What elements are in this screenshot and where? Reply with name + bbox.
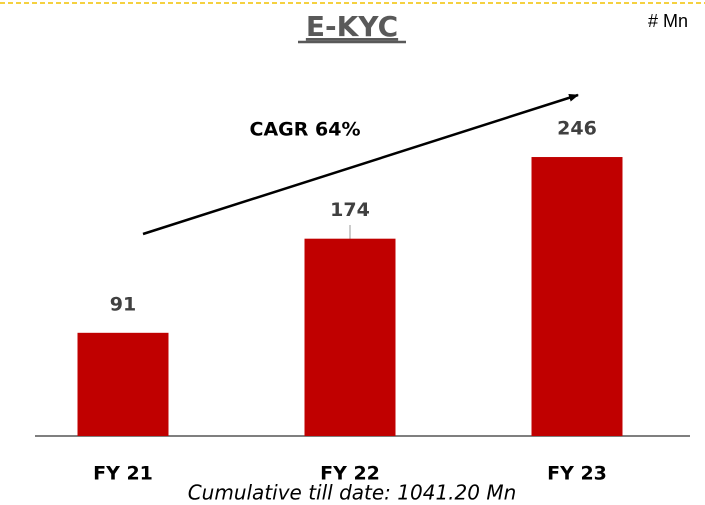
value-label: 91 (110, 293, 136, 315)
x-tick-label: FY 23 (547, 463, 607, 485)
x-tick-label: FY 21 (93, 463, 153, 485)
chart-title: E-KYC (306, 10, 398, 43)
bar (304, 238, 396, 436)
x-tick-label: FY 22 (320, 463, 380, 485)
cagr-annotation: CAGR 64% (250, 119, 361, 141)
bar (77, 332, 169, 436)
trend-arrow (142, 93, 579, 236)
value-label: 174 (330, 199, 370, 221)
unit-label: # Mn (648, 11, 688, 31)
cumulative-note: Cumulative till date: 1041.20 Mn (188, 481, 517, 505)
bar (531, 157, 623, 436)
value-label: 246 (557, 118, 597, 140)
